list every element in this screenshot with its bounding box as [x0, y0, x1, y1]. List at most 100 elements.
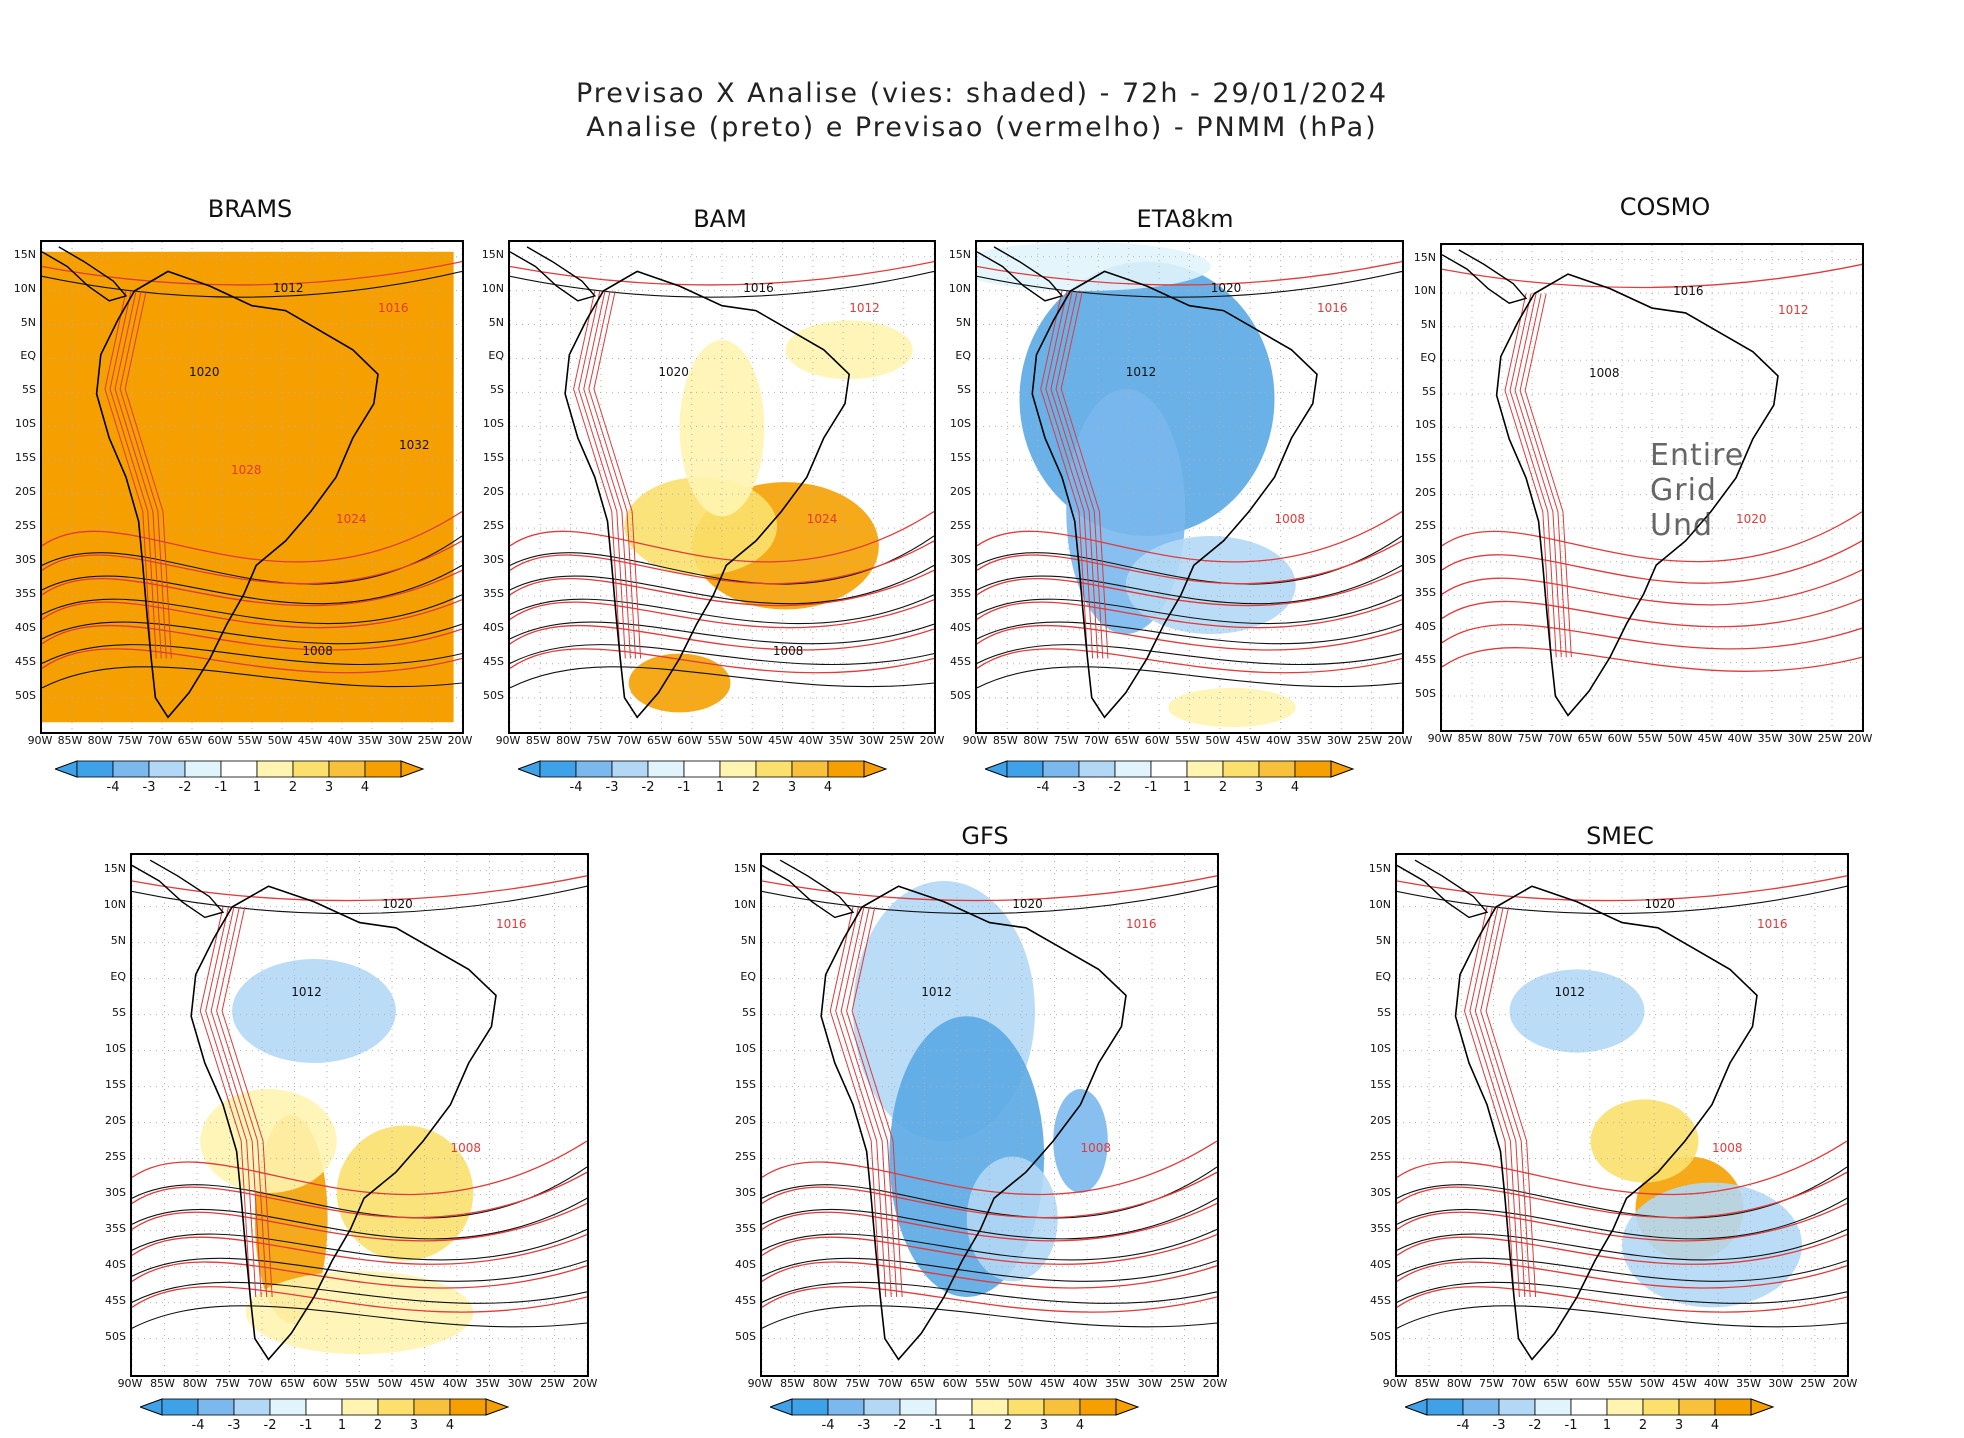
analysis-isobar	[132, 1305, 587, 1329]
longitude-tick-label: 70W	[147, 734, 173, 747]
colorbar-segment	[1462, 1398, 1500, 1416]
colorbar-label: 2	[1638, 1418, 1648, 1433]
colorbar-segment	[1426, 1398, 1464, 1416]
colorbar-label: 3	[1254, 780, 1264, 795]
colorbar-label: 3	[1039, 1418, 1049, 1433]
colorbar-segment	[935, 1398, 973, 1416]
isobar-label: 1016	[496, 917, 527, 932]
longitude-tick-label: 45W	[768, 734, 793, 747]
analysis-isobar	[977, 564, 1402, 605]
colorbar-segment	[341, 1398, 379, 1416]
forecast-isobar	[42, 260, 462, 286]
isobar-label: 1020	[1644, 896, 1676, 911]
panel-title: SMEC	[1586, 822, 1654, 850]
bias-shading	[245, 1271, 474, 1355]
analysis-isobar	[977, 621, 1402, 645]
forecast-map: 1020 1016 1012 1008	[1395, 853, 1849, 1377]
latitude-tick-label: 50S	[1370, 1329, 1391, 1343]
bias-shading	[977, 242, 1211, 291]
latitude-tick-label: EQ	[20, 349, 36, 363]
colorbar-segment	[539, 760, 577, 778]
colorbar-segment	[827, 1398, 865, 1416]
longitude-tick-label: 40W	[327, 734, 353, 747]
isobar-label: 1024	[806, 511, 838, 526]
longitude-tick-label: 90W	[117, 1377, 143, 1390]
longitude-tick-label: 75W	[845, 1377, 870, 1390]
colorbar-label: -3	[1072, 780, 1086, 795]
colorbar-label: -4	[1456, 1418, 1470, 1433]
analysis-isobar	[1397, 1257, 1847, 1282]
analysis-isobar	[762, 1228, 1217, 1261]
longitude-tick-label: 50W	[377, 1377, 403, 1390]
forecast-isobar	[829, 906, 881, 1298]
longitude-tick-label: 80W	[556, 734, 581, 747]
colorbar-arrow-left	[140, 1398, 163, 1416]
longitude-tick-label: 80W	[812, 1377, 838, 1390]
analysis-isobar	[42, 270, 462, 298]
colorbar-segment	[863, 1398, 901, 1416]
bias-shading	[1590, 1099, 1699, 1183]
analysis-isobar	[510, 621, 934, 645]
latitude-tick-label: 5S	[112, 1005, 126, 1019]
colorbar-svg	[1405, 1398, 1775, 1416]
isobar-label: 1016	[1126, 917, 1157, 932]
south-america-coastline	[564, 270, 851, 719]
map-svg	[510, 242, 934, 732]
analysis-isobar	[1397, 1197, 1847, 1240]
colorbar-segment	[1114, 760, 1152, 778]
longitude-tick-label: 70W	[1083, 734, 1109, 747]
bias-shading	[1168, 687, 1296, 728]
colorbar-segment	[1642, 1398, 1680, 1416]
colorbar-segment	[1186, 760, 1224, 778]
isobar-label: 1024	[336, 511, 367, 526]
longitude-tick-label: 70W	[247, 1377, 273, 1390]
colorbar-arrow-right	[400, 760, 425, 778]
forecast-isobar	[510, 540, 934, 585]
forecast-isobar	[42, 569, 462, 607]
latitude-tick-label: 15N	[1413, 250, 1436, 264]
colorbar-arrow-right	[863, 760, 888, 778]
longitude-tick-label: 65W	[646, 734, 672, 747]
longitude-tick-label: 65W	[280, 1377, 305, 1390]
bias-shading	[1125, 536, 1296, 634]
longitude-tick-label: 30W	[858, 734, 884, 747]
map-svg	[132, 855, 587, 1375]
forecast-isobar	[210, 906, 262, 1298]
forecast-isobar	[573, 290, 621, 659]
latitude-tick-label: 20S	[950, 485, 971, 499]
longitude-tick-label: 65W	[1543, 1377, 1569, 1390]
analysis-isobar	[132, 1281, 587, 1304]
colorbar-svg	[55, 760, 425, 778]
colorbar-arrow-right	[1750, 1398, 1775, 1416]
forecast-isobar	[109, 290, 157, 659]
map-svg	[977, 242, 1402, 732]
isobar-label: 1008	[1712, 1141, 1743, 1155]
colorbar-label: 1	[337, 1418, 347, 1433]
latitude-tick-label: 40S	[950, 620, 971, 634]
map-svg	[1442, 245, 1862, 730]
longitude-tick-label: 60W	[207, 734, 233, 747]
colorbar-svg	[140, 1398, 510, 1416]
colorbar-segment	[76, 760, 114, 778]
colorbar-label: 2	[1003, 1418, 1013, 1433]
colorbar-label: -2	[178, 780, 192, 795]
forecast-map: 1020 1016 1012 1008	[975, 240, 1404, 734]
latitude-tick-label: 20S	[105, 1113, 126, 1127]
chart-title-line1: Previsao X Analise (vies: shaded) - 72h …	[575, 78, 1388, 109]
latitude-tick-label: 15S	[1370, 1077, 1391, 1091]
colorbar-label: -4	[821, 1418, 835, 1433]
forecast-isobar	[42, 624, 462, 651]
forecast-isobar	[1442, 540, 1862, 584]
colorbar-segment	[1498, 1398, 1536, 1416]
latitude-tick-label: 50S	[105, 1329, 126, 1343]
longitude-tick-label: 25W	[1800, 1377, 1826, 1390]
isobar-label: 1016	[1757, 917, 1788, 932]
colorbar-label: -2	[263, 1418, 277, 1433]
longitude-tick-label: 45W	[410, 1377, 435, 1390]
forecast-map: 1020 1016 1012 1008	[130, 853, 589, 1377]
south-america-coastline	[1454, 885, 1758, 1361]
isobar-label: 1020	[382, 896, 413, 911]
isobar-label: 1016	[1673, 283, 1704, 298]
latitude-tick-label: 35S	[735, 1221, 756, 1235]
forecast-isobar	[510, 260, 934, 286]
